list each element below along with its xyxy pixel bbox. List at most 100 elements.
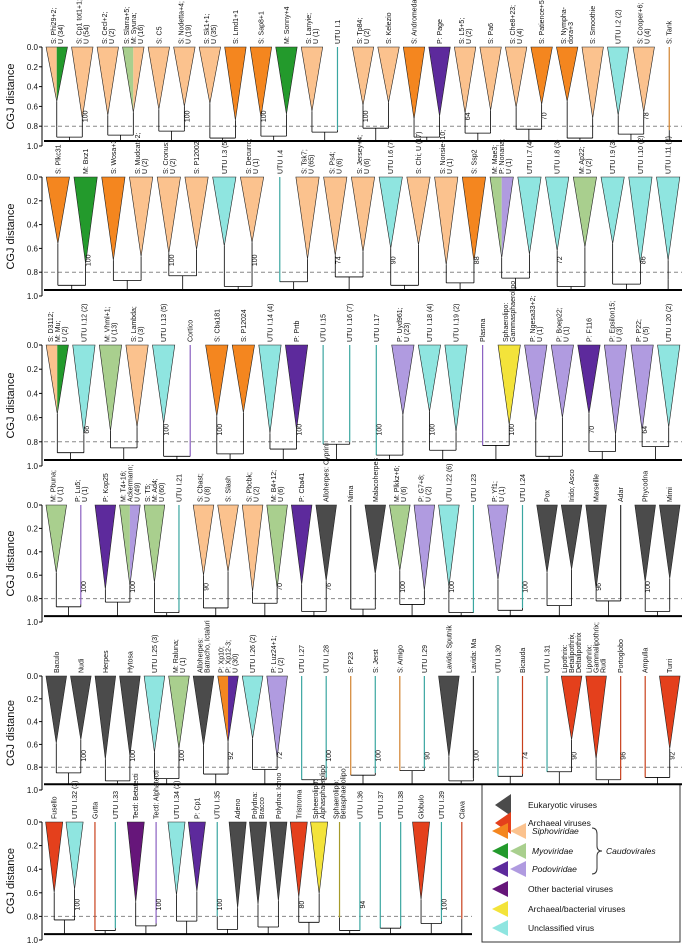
bootstrap-value: 100 (184, 110, 191, 122)
clade-outline (607, 46, 630, 116)
clade-outline (224, 46, 247, 121)
legend-label: Caudovirales (606, 846, 656, 856)
leaf-label: U (2) (170, 158, 177, 174)
leaf-label: U (2) (62, 326, 69, 342)
clade-triangle (585, 676, 607, 760)
clade-triangle (184, 177, 209, 250)
leaf-label: Plasma (480, 319, 487, 342)
clade-outline (125, 344, 149, 428)
leaf-label: U (1) (447, 158, 454, 174)
bootstrap-value: 100 (523, 581, 530, 593)
leaf-label: Rudi (601, 658, 608, 673)
leaf-label: S: P12002 (194, 141, 201, 174)
leaf-label: P: Prtb (294, 320, 301, 342)
clade-triangle (46, 177, 70, 244)
leaf-label: UTU I.6 (7) (388, 139, 395, 174)
clade-outline (628, 176, 653, 264)
bootstrap-value: 100 (363, 110, 370, 122)
clade-outline (524, 344, 548, 422)
bootstrap-value: 100 (81, 750, 88, 762)
leaf-label: S: P23 (348, 652, 355, 673)
y-tick-label: 0.4 (27, 83, 39, 92)
leaf-label: S: Slarra+5; (124, 7, 131, 44)
clade-outline (378, 176, 403, 249)
leaf-label: Tristroma (296, 790, 303, 819)
clade-triangle (551, 345, 574, 418)
clade-outline (98, 344, 122, 431)
panel: CGJ distance 0.0 0.2 0.4 0.6 0.8 1.0 Baculo Nudi… (5, 620, 682, 795)
bootstrap-value: 90 (572, 752, 579, 760)
leaf-label: UTU I.37 (378, 791, 385, 819)
clade-triangle (232, 345, 255, 413)
bootstrap-value: 100 (376, 424, 383, 436)
leaf-label: UTU I.19 (2) (454, 303, 461, 342)
clade-triangle (310, 822, 328, 894)
clade-outline (581, 46, 604, 119)
clade-triangle (444, 345, 468, 433)
clade-triangle (99, 345, 122, 431)
leaf-label: S: Cecl+2; (102, 11, 109, 44)
clade-outline (173, 46, 196, 107)
leaf-label: UTU I.32 (3) (72, 780, 79, 819)
clade-outline (249, 46, 272, 118)
clade-triangle (556, 47, 578, 102)
clade-triangle (323, 177, 347, 256)
clade-triangle (487, 505, 509, 580)
legend-label: Podoviridae (532, 864, 577, 874)
clade-outline (632, 46, 655, 113)
leaf-label: M: Mu; (55, 321, 62, 342)
clade-triangle (391, 345, 415, 416)
clade-triangle (144, 676, 165, 753)
leaf-label: Ampulla (643, 648, 650, 673)
clade-outline (167, 821, 186, 896)
leaf-label: UTU I.33 (113, 791, 120, 819)
clade-triangle (315, 505, 337, 582)
clade-outline (413, 504, 435, 591)
leaf-label: Cortico (188, 320, 195, 342)
clade-triangle (498, 345, 521, 425)
y-tick-label: 0.6 (27, 102, 39, 111)
bootstrap-value: 70 (589, 426, 596, 434)
clade-triangle (95, 505, 116, 590)
y-tick-label: 1.0 (27, 936, 39, 945)
clade-triangle (295, 177, 320, 260)
clade-outline (428, 46, 451, 117)
clade-outline (129, 176, 154, 257)
clade-triangle (301, 47, 323, 112)
clade-outline (143, 504, 166, 583)
clade-triangle (656, 177, 680, 261)
leaf-label: U (5) (643, 326, 650, 342)
clade-triangle (659, 676, 681, 749)
y-tick-label: 0.4 (27, 718, 39, 727)
leaf-label: UTU I.25 (3) (152, 634, 159, 673)
clade-triangle (524, 345, 547, 422)
bootstrap-value: 100 (169, 254, 176, 266)
clade-outline (351, 46, 375, 106)
clade-triangle (414, 505, 435, 591)
panel: CGJ distance 0.0 0.2 0.4 0.6 0.8 1.0 S: Phi29+2… (5, 0, 682, 151)
y-tick-label: 0.4 (27, 389, 39, 398)
clade-triangle (379, 177, 403, 249)
panel: CGJ distance 0.0 0.2 0.4 0.6 0.8 1.0 S: Plkc31 M… (5, 130, 682, 301)
leaf-label: M: B4+12; (271, 470, 278, 502)
clade-outline (434, 176, 459, 266)
leaf-label: S: Phi29+2; (51, 8, 58, 44)
bootstrap-value: 100 (164, 424, 171, 436)
clade-triangle (148, 47, 170, 110)
leaf-label: Ackermann; (127, 465, 134, 502)
clade-triangle (545, 177, 569, 251)
y-tick-label: 0.6 (27, 571, 39, 580)
leaf-label: S: Jersey+4; (357, 135, 364, 174)
leaf-label: Malacoherpes (373, 458, 380, 502)
clade-outline (659, 675, 681, 750)
leaf-label: U (35) (211, 25, 218, 44)
clade-triangle (66, 822, 84, 890)
leaf-label: Alloherpes: (198, 638, 205, 673)
clade-outline (45, 46, 68, 102)
y-tick-label: 0.4 (27, 865, 39, 874)
clade-triangle (249, 822, 267, 905)
leaf-label: UTU I.14 (4) (267, 303, 274, 342)
leaf-label: P: Luz24+1; (271, 635, 278, 673)
leaf-label: U (6) (401, 486, 408, 502)
y-tick-label: 0.8 (27, 763, 39, 772)
